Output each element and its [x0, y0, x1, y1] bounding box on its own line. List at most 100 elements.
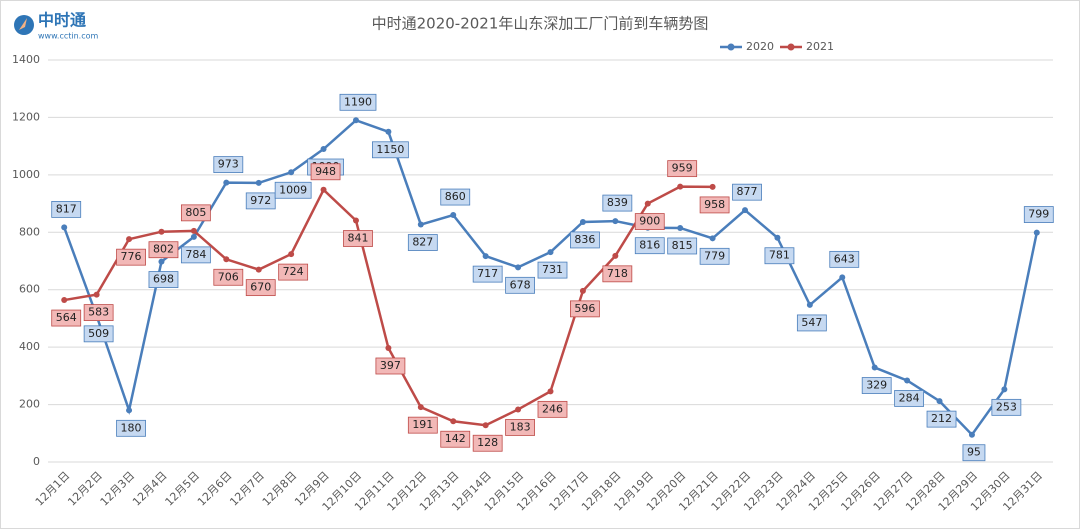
data-label-text: 142: [445, 432, 466, 445]
data-label-text: 698: [153, 273, 174, 286]
data-point: [968, 431, 975, 438]
data-label-text: 827: [412, 236, 433, 249]
data-label-text: 596: [574, 302, 595, 315]
data-label-box: [407, 234, 438, 251]
data-label: 643: [829, 250, 860, 268]
y-tick-label: 600: [19, 283, 40, 296]
data-point: [223, 179, 230, 186]
data-label-box: [667, 237, 698, 255]
data-point: [839, 274, 846, 281]
data-label: 781: [764, 247, 795, 265]
data-label: 839: [602, 194, 633, 212]
data-label: 841: [343, 230, 373, 247]
data-point: [547, 388, 554, 395]
data-label-box: [764, 247, 795, 265]
data-label-text: 329: [866, 379, 887, 392]
data-label-box: [699, 196, 730, 214]
data-point: [774, 234, 781, 241]
data-label-box: [310, 163, 341, 181]
data-point: [806, 301, 813, 308]
data-label-box: [51, 309, 82, 327]
data-label-text: 643: [834, 252, 855, 265]
data-label: 877: [732, 183, 762, 201]
data-label-text: 1009: [279, 183, 307, 196]
data-point: [320, 146, 327, 153]
data-label-text: 191: [412, 418, 433, 431]
data-label: 95: [962, 444, 986, 462]
data-label-text: 815: [672, 239, 693, 252]
data-label-box: [894, 390, 925, 407]
data-label-box: [602, 194, 633, 212]
data-label-text: 509: [88, 327, 109, 340]
data-label-text: 718: [607, 267, 628, 280]
data-label: 1009: [274, 181, 312, 199]
data-label-box: [796, 314, 827, 332]
data-label-text: 95: [967, 446, 981, 459]
data-label: 180: [116, 419, 146, 437]
data-point: [579, 287, 586, 294]
data-label: 329: [861, 377, 892, 394]
data-label: 1190: [339, 93, 377, 111]
data-point: [1033, 229, 1040, 236]
data-label: 802: [148, 241, 179, 259]
data-label: 246: [537, 400, 568, 418]
data-point: [515, 406, 522, 413]
data-label-box: [83, 325, 114, 343]
data-label-box: [472, 434, 503, 452]
data-label-box: [537, 261, 568, 279]
data-label: 973: [213, 156, 244, 174]
data-label: 670: [245, 279, 276, 297]
data-label: 596: [570, 300, 600, 318]
data-point: [450, 418, 457, 425]
data-label-box: [602, 265, 633, 283]
data-label: 583: [83, 304, 114, 321]
data-label-box: [440, 430, 471, 448]
data-label: 706: [213, 268, 244, 286]
data-point: [223, 256, 230, 263]
data-label-box: [926, 410, 957, 428]
data-label-box: [1023, 206, 1054, 223]
data-label: 1150: [372, 141, 409, 159]
data-label-text: 841: [347, 232, 368, 245]
data-label-box: [148, 271, 179, 288]
data-point: [288, 169, 295, 176]
data-point: [385, 128, 392, 135]
data-label-text: 246: [542, 402, 563, 415]
data-point: [158, 228, 165, 235]
data-label-box: [343, 230, 373, 247]
data-label: 284: [894, 390, 925, 407]
data-label-text: 547: [801, 316, 822, 329]
data-label: 724: [278, 263, 309, 281]
data-label: 805: [180, 204, 211, 222]
data-label-box: [991, 398, 1022, 416]
data-label-box: [274, 181, 312, 199]
data-point: [482, 253, 489, 260]
y-tick-label: 200: [19, 398, 40, 411]
data-label-box: [829, 250, 860, 268]
data-point: [612, 252, 619, 259]
data-point: [612, 218, 619, 225]
data-label: 397: [375, 357, 406, 375]
data-label-text: 180: [121, 421, 142, 434]
y-tick-label: 1400: [12, 53, 40, 66]
data-point: [61, 224, 68, 231]
data-label-box: [148, 241, 179, 259]
data-label: 678: [505, 276, 535, 294]
data-point: [417, 404, 424, 411]
data-point: [255, 179, 262, 186]
data-label: 212: [926, 410, 957, 428]
data-point: [126, 236, 133, 243]
data-label: 776: [116, 248, 146, 266]
data-label-text: 731: [542, 263, 563, 276]
data-label-text: 212: [931, 412, 952, 425]
data-point: [255, 266, 262, 273]
data-label: 564: [51, 309, 82, 327]
data-label: 815: [667, 237, 698, 255]
data-label-text: 973: [218, 158, 239, 171]
data-point: [644, 200, 651, 207]
data-label: 191: [407, 416, 438, 434]
data-point: [385, 345, 392, 352]
data-label: 128: [472, 434, 503, 452]
data-label-text: 900: [639, 215, 660, 228]
data-point: [93, 291, 100, 298]
